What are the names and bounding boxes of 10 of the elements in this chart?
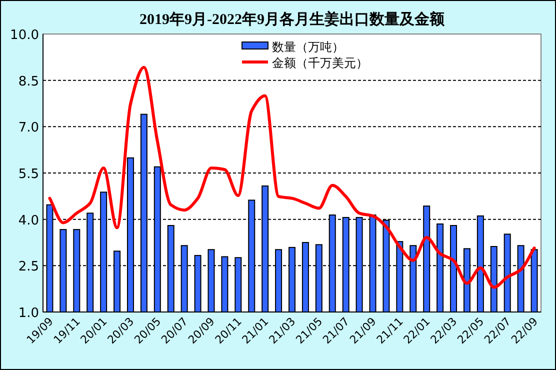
y-tick-label: 5.5 <box>18 167 39 182</box>
legend-label: 金额（千万美元） <box>272 56 368 70</box>
chart-title: 2019年9月-2022年9月各月生姜出口数量及金额 <box>140 10 446 28</box>
y-tick-label: 8.5 <box>18 74 39 90</box>
legend-label: 数量（万吨） <box>272 40 344 54</box>
y-tick-label: 1.0 <box>18 306 39 321</box>
y-tick-label: 4.0 <box>18 213 39 228</box>
y-tick-label: 2.5 <box>18 260 39 275</box>
y-tick-label: 7.0 <box>18 120 39 136</box>
y-tick-label: 10.0 <box>10 28 39 43</box>
